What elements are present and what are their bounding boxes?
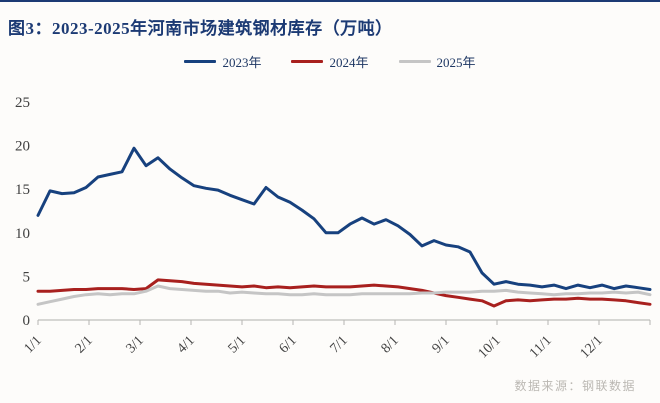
y-tick-label: 5 [23, 269, 31, 285]
legend-label-2025: 2025年 [436, 55, 476, 70]
x-tick-label: 6/1 [277, 333, 300, 356]
series-line-2023年 [36, 146, 652, 291]
x-tick-label: 12/1 [578, 333, 606, 361]
x-tick-label: 8/1 [379, 333, 402, 356]
x-tick-label: 5/1 [226, 333, 249, 356]
legend-label-2024: 2024年 [329, 55, 369, 70]
y-tick-label: 25 [15, 95, 30, 111]
y-tick-label: 10 [15, 226, 30, 242]
legend: 2023年 2024年 2025年 [0, 52, 660, 71]
x-tick-label: 11/1 [527, 333, 555, 361]
y-tick-label: 20 [15, 139, 30, 155]
series-line-2024年 [36, 278, 652, 308]
chart-title: 图3：2023-2025年河南市场建筑钢材库存（万吨） [8, 19, 393, 38]
x-tick-label: 3/1 [124, 333, 147, 356]
series-line-2025年 [36, 284, 652, 306]
legend-item-2025: 2025年 [398, 52, 476, 71]
legend-swatch-2025-line [398, 60, 431, 63]
x-tick-label: 1/1 [22, 333, 45, 356]
y-tick-label: 15 [15, 182, 30, 198]
x-tick-label: 4/1 [175, 333, 198, 356]
x-tick-label: 7/1 [328, 333, 351, 356]
legend-item-2024: 2024年 [291, 52, 369, 71]
legend-item-2023: 2023年 [184, 52, 261, 71]
legend-swatch-2024-line [291, 60, 324, 63]
x-tick-label: 2/1 [73, 333, 96, 356]
x-tick-label: 9/1 [430, 333, 453, 356]
legend-swatch-2023-line [184, 60, 217, 63]
source-note: 数据来源：钢联数据 [514, 379, 636, 393]
legend-label-2023: 2023年 [222, 55, 262, 70]
y-tick-label: 0 [23, 313, 31, 329]
x-tick-label: 10/1 [476, 333, 504, 361]
